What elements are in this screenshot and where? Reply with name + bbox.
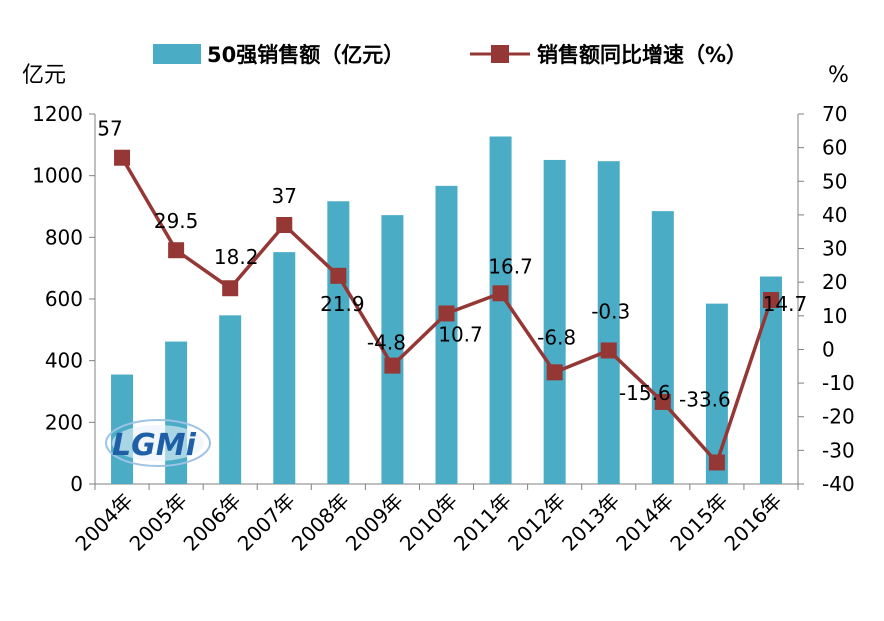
lgmi-logo: LGMi — [105, 419, 211, 467]
bar — [759, 276, 782, 484]
line-data-label: -33.6 — [679, 387, 731, 411]
right-tick-label: -10 — [822, 371, 855, 395]
line-marker — [762, 292, 779, 309]
x-tick-label: 2012年 — [503, 489, 570, 556]
line-data-label: 18.2 — [214, 245, 259, 269]
line-marker — [330, 267, 347, 284]
left-tick-label: 600 — [45, 287, 83, 311]
right-axis-ticks: -40 -30 -20 -10 0 10 20 30 40 50 60 70 — [798, 102, 855, 496]
x-tick-label: 2009年 — [341, 489, 408, 556]
line-marker — [654, 393, 671, 410]
bar — [327, 201, 350, 484]
legend-line-marker — [491, 45, 509, 63]
line-data-label: -0.3 — [591, 299, 630, 323]
bar — [435, 185, 458, 484]
bar — [219, 315, 242, 484]
legend-line-label: 销售额同比增速（%） — [537, 43, 747, 67]
right-tick-label: 10 — [822, 304, 847, 328]
line-marker — [114, 149, 131, 166]
line-marker — [708, 454, 725, 471]
line-data-label: 10.7 — [438, 322, 483, 346]
line-data-label: 29.5 — [154, 209, 199, 233]
line-marker — [384, 357, 401, 374]
x-tick-label: 2011年 — [449, 489, 516, 556]
line-series — [114, 149, 779, 471]
left-axis-unit: 亿元 — [22, 63, 66, 88]
x-tick-label: 2015年 — [665, 489, 732, 556]
logo-text: LGMi — [112, 428, 197, 463]
bar — [381, 215, 404, 484]
line-data-label: 16.7 — [488, 254, 533, 278]
left-axis-ticks: 0 200 400 600 800 1000 1200 — [32, 102, 95, 496]
x-tick-label: 2010年 — [395, 489, 462, 556]
left-tick-label: 400 — [45, 349, 83, 373]
right-tick-label: 0 — [822, 337, 835, 361]
line-data-label: -15.6 — [619, 381, 671, 405]
x-tick-label: 2006年 — [179, 489, 246, 556]
bar — [705, 303, 728, 484]
line-data-label: 37 — [272, 184, 297, 208]
bar — [597, 161, 620, 485]
x-tick-label: 2016年 — [719, 489, 786, 556]
right-axis-unit: % — [828, 63, 849, 88]
line-data-label: 14.7 — [763, 292, 808, 316]
right-tick-label: -20 — [822, 405, 855, 429]
line-marker — [546, 364, 563, 381]
right-tick-label: 30 — [822, 237, 847, 261]
right-tick-label: 70 — [822, 102, 847, 126]
left-tick-label: 1200 — [32, 102, 83, 126]
bar — [489, 136, 512, 484]
left-tick-label: 200 — [45, 410, 83, 434]
left-tick-label: 1000 — [32, 164, 83, 188]
x-tick-label: 2014年 — [611, 489, 678, 556]
line-data-labels: 57 29.5 18.2 37 21.9-4.8 10.7 16.7 -6.8 -0.3 -15.… — [97, 117, 807, 412]
line-marker — [438, 305, 455, 322]
x-tick-label: 2007年 — [233, 489, 300, 556]
line-data-label: -4.8 — [367, 331, 406, 355]
line-marker — [492, 285, 509, 302]
right-tick-label: 40 — [822, 203, 847, 227]
x-axis-labels: 2004年2005年2006年2007年2008年2009年2010年2011年… — [70, 484, 799, 556]
left-tick-label: 0 — [70, 472, 83, 496]
right-tick-label: 50 — [822, 169, 847, 193]
right-tick-label: 20 — [822, 270, 847, 294]
x-tick-label: 2004年 — [70, 489, 137, 556]
line-data-label: -6.8 — [537, 325, 576, 349]
legend-bar-label: 50强销售额（亿元） — [207, 43, 404, 67]
line-marker — [168, 242, 185, 259]
legend-bar-swatch — [153, 44, 201, 64]
line-marker — [600, 342, 617, 359]
right-tick-label: -30 — [822, 438, 855, 462]
right-tick-label: 60 — [822, 136, 847, 160]
bar — [273, 252, 296, 484]
bar — [651, 211, 674, 484]
line-marker — [276, 217, 293, 233]
x-tick-label: 2005年 — [125, 489, 192, 556]
line-data-label: 21.9 — [320, 292, 365, 316]
left-tick-label: 800 — [45, 225, 83, 249]
bar — [543, 159, 566, 485]
x-tick-label: 2008年 — [287, 489, 354, 556]
x-tick-label: 2013年 — [557, 489, 624, 556]
legend: 50强销售额（亿元） 销售额同比增速（%） — [153, 43, 747, 67]
line-marker — [222, 280, 239, 297]
right-tick-label: -40 — [822, 472, 855, 496]
line-data-label: 57 — [97, 117, 122, 141]
